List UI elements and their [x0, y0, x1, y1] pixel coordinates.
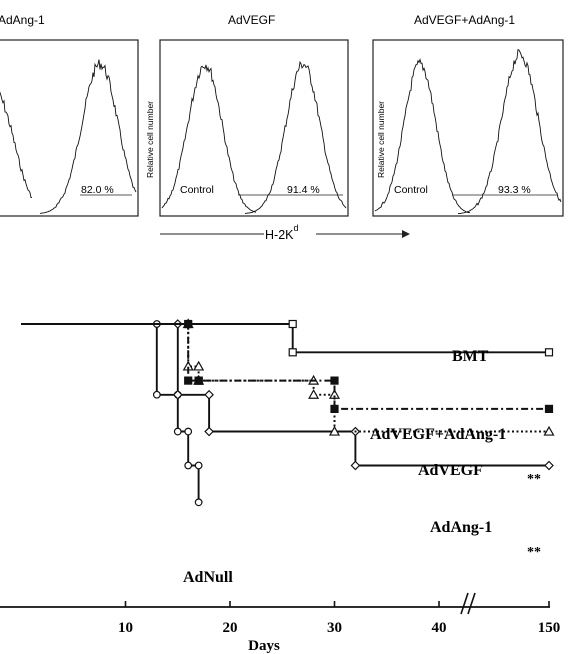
- data-point-adnull: [184, 461, 193, 470]
- x-tick-label: 40: [432, 620, 447, 636]
- axis-label-superscript: d: [293, 223, 298, 233]
- flow-x-axis: H-2Kd: [160, 223, 410, 242]
- series-adang-1: [21, 319, 554, 471]
- x-tick-label: 150: [538, 620, 561, 636]
- data-point-bmt: [544, 348, 554, 357]
- series-adnull: [21, 320, 203, 507]
- data-point-adang-1: [204, 426, 214, 437]
- percent-label: 91.4 %: [287, 184, 320, 196]
- data-point-adnull: [194, 498, 203, 507]
- data-point-adnull: [152, 390, 161, 399]
- series-label-advegf: AdVEGF: [418, 462, 483, 479]
- flow-panel-title: AdVEGF: [228, 13, 275, 27]
- data-point-advegf-adang-1: [194, 376, 203, 385]
- data-point-advegf: [308, 389, 320, 399]
- series-advegf: [21, 318, 555, 436]
- significance-annotation-advegf: **: [527, 472, 541, 487]
- percent-label: 82.0 %: [81, 184, 114, 196]
- flow-panel-advegf-adang1: AdVEGF+AdAng-1 Relative cell number Cont…: [372, 13, 564, 217]
- axis-break-mark: [467, 592, 476, 615]
- data-point-advegf: [543, 425, 555, 436]
- series-advegf-adang-1: [21, 319, 554, 413]
- x-tick-label: 30: [327, 620, 342, 636]
- data-point-adang-1: [350, 460, 361, 471]
- axis-break: [460, 592, 476, 615]
- flow-panel-frame: [372, 39, 564, 217]
- flow-panel-advegf: AdVEGF Relative cell number Control 91.4…: [145, 13, 349, 217]
- x-tick-label: 20: [223, 620, 238, 636]
- axis-label-base: H-2K: [265, 228, 294, 242]
- y-axis-label: Relative cell number: [376, 101, 386, 178]
- data-point-advegf-adang-1: [330, 376, 339, 385]
- data-point-bmt: [288, 319, 297, 329]
- series-labels: BMT AdVEGF+AdAng-1 AdVEGF AdAng-1 AdNull: [183, 348, 506, 586]
- flow-panel-title: AdAng-1: [0, 13, 45, 27]
- series-line-bmt: [21, 323, 549, 354]
- control-histogram: [374, 57, 471, 214]
- control-histogram: [0, 91, 32, 199]
- x-tick-label: 10: [118, 620, 133, 636]
- data-point-advegf: [328, 425, 341, 436]
- data-point-adang-1: [172, 389, 183, 400]
- series-label-bmt: BMT: [452, 348, 489, 365]
- data-point-advegf-adang-1: [184, 376, 193, 385]
- series-line-adnull: [21, 323, 200, 503]
- control-histogram: [161, 64, 257, 213]
- data-point-advegf: [193, 360, 205, 371]
- series-line-adang-1: [21, 323, 549, 467]
- data-point-adnull: [184, 427, 193, 436]
- series-label-adnull: AdNull: [183, 569, 233, 586]
- flow-panel-title: AdVEGF+AdAng-1: [414, 13, 515, 27]
- percent-label: 93.3 %: [498, 184, 531, 196]
- x-axis-label: Days: [248, 638, 280, 654]
- survival-chart: 10 20 30 40 150 Days BMT AdVEGF+AdAng-1 AdVE…: [0, 318, 560, 654]
- series-line-advegf: [21, 323, 549, 433]
- control-label: Control: [394, 184, 428, 196]
- series-line-advegf-adang-1: [21, 323, 549, 410]
- data-point-advegf-adang-1: [330, 404, 339, 413]
- data-point-adnull: [194, 461, 203, 470]
- flow-panel-adang1: AdAng-1 82.0 %: [0, 13, 139, 217]
- series-bmt: [21, 319, 554, 357]
- flow-x-axis-label: H-2Kd: [265, 223, 299, 242]
- data-point-advegf-adang-1: [544, 404, 554, 413]
- control-label: Control: [180, 184, 214, 196]
- data-point-adang-1: [204, 389, 214, 400]
- data-point-adang-1: [544, 460, 554, 471]
- significance-annotation-adang1: **: [527, 545, 541, 560]
- x-ticks: 10 20 30 40 150: [118, 601, 560, 636]
- flow-panel-frame: [0, 39, 139, 217]
- axis-break-mark: [460, 592, 469, 615]
- sample-histogram: [40, 59, 137, 214]
- data-point-adnull: [173, 427, 182, 436]
- sample-histogram: [457, 48, 562, 215]
- flow-panel-frame: [159, 39, 349, 217]
- data-point-advegf: [328, 389, 341, 399]
- sample-histogram: [244, 60, 347, 215]
- data-point-bmt: [288, 348, 297, 357]
- series-label-adang1: AdAng-1: [430, 519, 492, 536]
- series-label-advegf-adang1: AdVEGF+AdAng-1: [370, 426, 506, 443]
- series-layer: [21, 318, 555, 507]
- y-axis-label: Relative cell number: [145, 101, 155, 178]
- axis-arrowhead: [402, 230, 410, 238]
